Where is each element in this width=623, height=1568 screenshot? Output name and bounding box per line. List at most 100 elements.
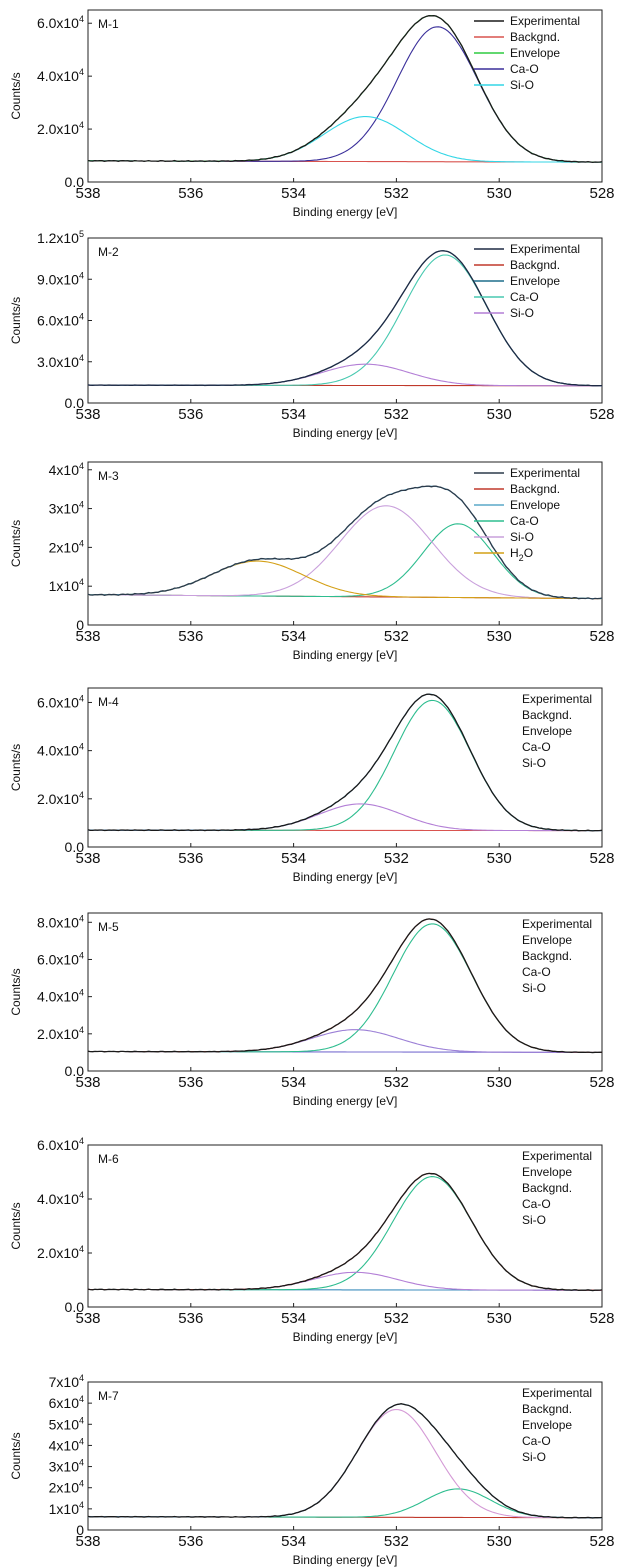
legend-entry: Backgnd. [522,708,572,722]
legend-entry: Backgnd. [522,1181,572,1195]
y-tick-mantissa: 4.0x10 [37,743,79,759]
x-tick-label: 534 [281,406,306,423]
legend-entry: Si-O [510,530,534,544]
legend-entry: Envelope [510,274,560,288]
panel-label: M-5 [98,920,119,934]
x-tick-label: 530 [487,185,512,202]
plot-frame [87,1381,603,1531]
x-tick-label: 536 [178,1310,203,1327]
plot-frame [87,9,603,183]
y-tick-exponent: 4 [79,538,84,548]
legend-text: O [524,546,533,560]
x-tick-label: 538 [75,628,100,645]
y-tick-exponent: 4 [79,913,84,923]
x-tick-label: 532 [384,1310,409,1327]
x-tick-label: 532 [384,1533,409,1550]
series-line-h2o [88,560,602,600]
y-tick-label: 0.0 [65,1299,85,1315]
x-tick-label: 538 [75,406,100,423]
legend-entry: Ca-O [522,1434,551,1448]
y-tick-mantissa: 0.0 [65,395,85,411]
x-tick-label: 528 [589,185,614,202]
y-tick-exponent: 4 [79,1500,84,1510]
y-tick-label: 3.0x104 [37,353,84,370]
legend-entry: Ca-O [522,740,551,754]
legend: Experimental Backgnd. Envelope Ca-O Si-O [522,1386,592,1464]
x-tick-label: 532 [384,850,409,867]
x-tick-label: 532 [384,628,409,645]
plot-frame [87,912,603,1072]
panel-label: M-7 [98,1389,119,1403]
y-tick-exponent: 4 [79,1136,84,1146]
y-tick-exponent: 4 [79,1436,84,1446]
x-tick-label: 530 [487,628,512,645]
panel-label: M-3 [98,469,119,483]
y-tick-exponent: 4 [79,270,84,280]
series-line-experimental [87,1403,603,1519]
x-tick-label: 538 [75,185,100,202]
x-tick-label: 528 [589,1310,614,1327]
x-tick-label: 528 [589,628,614,645]
curves [87,485,603,600]
legend-entry: Si-O [510,306,534,320]
y-tick-exponent: 4 [79,1190,84,1200]
y-tick-label: 0.0 [65,174,85,190]
y-axis-title: Counts/s [9,72,23,119]
y-tick-mantissa: 7x10 [49,1374,80,1390]
y-tick-label: 3x104 [49,1458,84,1475]
x-tick-label: 538 [75,1310,100,1327]
x-axis-title: Binding energy [eV] [293,1553,398,1567]
y-tick-label: 2.0x104 [37,1244,84,1261]
x-tick-label: 528 [589,850,614,867]
y-tick-exponent: 4 [79,693,84,703]
series-line-si-o [88,363,602,387]
x-axis-title: Binding energy [eV] [293,1330,398,1344]
x-tick-label: 530 [487,406,512,423]
y-axis-title: Counts/s [9,744,23,791]
y-tick-label: 4.0x104 [37,1190,84,1207]
y-tick-exponent: 4 [79,1458,84,1468]
y-tick-label: 1x104 [49,577,84,594]
series-line-experimental [87,250,602,387]
series-line-si-o [87,1271,602,1291]
x-tick-label: 534 [281,628,306,645]
legend-entry: Experimental [510,242,580,256]
y-tick-mantissa: 0.0 [65,839,85,855]
curves [87,1403,603,1519]
legend: Experimental Envelope Backgnd. Ca-O Si-O [522,917,592,995]
x-tick-label: 538 [75,1533,100,1550]
legend-entry: Experimental [510,14,580,28]
y-tick-label: 6.0x104 [37,693,84,710]
chart-panel-m-6: 538 536 534 532 530 5280.02.0x1044.0x1046.0x1… [9,1136,615,1344]
legend-entry: Backgnd. [522,1402,572,1416]
legend-entry: Envelope [522,1418,572,1432]
x-axis-title: Binding energy [eV] [293,648,398,662]
curves [87,1172,603,1292]
y-tick-mantissa: 8.0x10 [37,914,79,930]
legend-entry: Backgnd. [522,949,572,963]
y-tick-mantissa: 0.0 [65,174,85,190]
x-axis-title: Binding energy [eV] [293,870,398,884]
plot-frame [87,461,603,626]
x-axis-title: Binding energy [eV] [293,205,398,219]
legend-entry: Ca-O [510,514,539,528]
x-tick-label: 532 [384,406,409,423]
series-line-si-o [88,803,602,832]
legend-entry: Envelope [510,498,560,512]
legend-entry: Backgnd. [510,30,560,44]
chart-panel-m-1: 538 536 534 532 530 5280.02.0x1044.0x1046.0x1… [9,9,615,219]
x-tick-label: 536 [178,1074,203,1091]
y-tick-mantissa: 4.0x10 [37,989,79,1005]
y-tick-exponent: 4 [79,988,84,998]
y-tick-label: 6.0x104 [37,1136,84,1153]
y-tick-mantissa: 9.0x10 [37,271,79,287]
y-tick-mantissa: 4.0x10 [37,68,79,84]
legend-entry: Envelope [522,933,572,947]
legend-subscript: 2 [519,553,524,563]
y-tick-label: 2.0x104 [37,120,84,137]
curves [87,250,602,387]
y-tick-label: 7x104 [49,1373,84,1390]
legend-entry: Experimental [522,1149,592,1163]
series-line-si-o [88,116,603,163]
chart-panel-m-3: 538 536 534 532 530 52801x1042x1043x1044x104B… [9,461,615,662]
